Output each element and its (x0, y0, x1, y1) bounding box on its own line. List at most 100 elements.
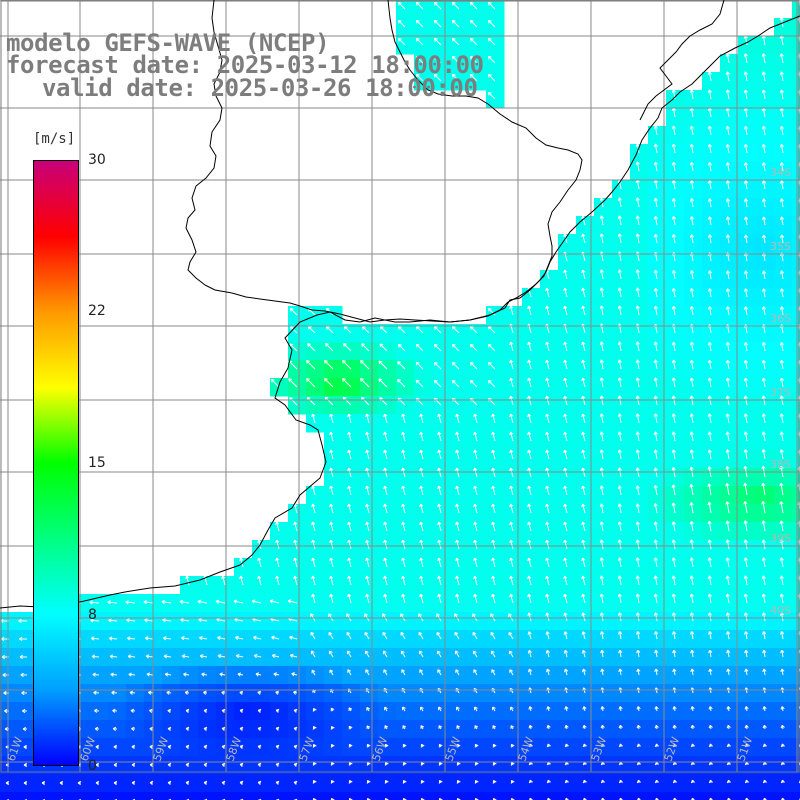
wind-arrow (671, 631, 677, 640)
wind-speed-cell (684, 612, 703, 631)
wind-speed-cell (162, 702, 181, 721)
wind-arrow (689, 270, 695, 280)
wind-speed-cell (486, 792, 505, 800)
wind-arrow (527, 341, 532, 352)
wind-speed-cell (558, 756, 577, 775)
wind-speed-cell (522, 396, 541, 415)
wind-speed-cell (666, 630, 685, 649)
wind-speed-cell (432, 720, 451, 739)
wind-arrow (491, 485, 496, 496)
wind-speed-cell (414, 504, 433, 523)
wind-arrow (342, 378, 352, 388)
wind-arrow (563, 377, 568, 388)
wind-arrow (617, 612, 623, 622)
wind-arrow (707, 413, 712, 424)
wind-speed-cell (792, 234, 800, 253)
wind-speed-cell (576, 630, 595, 649)
wind-speed-cell (630, 234, 649, 253)
wind-arrow (689, 449, 694, 460)
wind-speed-cell (756, 360, 775, 379)
wind-speed-cell (738, 36, 757, 55)
wind-arrow (617, 503, 622, 514)
wind-arrow (311, 539, 316, 550)
wind-arrow (690, 779, 696, 784)
wind-arrow (293, 557, 298, 568)
wind-speed-cell (792, 612, 800, 631)
wind-arrow (707, 483, 712, 496)
wind-speed-cell (774, 198, 793, 217)
wind-speed-cell (684, 540, 703, 559)
wind-speed-cell (18, 648, 37, 667)
wind-speed-cell (342, 540, 361, 559)
wind-speed-cell (234, 648, 253, 667)
wind-speed-cell (270, 648, 289, 667)
wind-speed-cell (342, 702, 361, 721)
wind-speed-cell (594, 666, 613, 685)
wind-arrow (671, 539, 676, 550)
wind-speed-cell (648, 198, 667, 217)
wind-arrow (131, 726, 136, 731)
wind-arrow (780, 706, 785, 712)
wind-arrow (451, 73, 460, 82)
wind-speed-cell (522, 288, 541, 307)
wind-arrow (617, 521, 622, 532)
wind-speed-cell (756, 720, 775, 739)
wind-arrow (419, 449, 424, 460)
wind-arrow (94, 726, 100, 732)
wind-arrow (581, 539, 586, 550)
wind-speed-cell (360, 414, 379, 433)
wind-arrow (487, 37, 496, 46)
wind-speed-cell (486, 504, 505, 523)
wind-speed-cell (504, 720, 523, 739)
wind-arrow (22, 726, 28, 732)
wind-arrow (257, 780, 262, 785)
wind-speed-cell (306, 792, 325, 800)
wind-speed-cell (738, 360, 757, 379)
wind-arrow (438, 706, 442, 712)
wind-speed-cell (702, 126, 721, 145)
wind-arrow (401, 539, 406, 550)
wind-speed-cell (648, 648, 667, 667)
wind-arrow (671, 234, 677, 244)
wind-arrow (328, 613, 334, 622)
wind-arrow (347, 557, 352, 568)
wind-speed-cell (180, 666, 199, 685)
wind-arrow (563, 287, 568, 298)
wind-speed-cell (540, 720, 559, 739)
wind-speed-cell (342, 648, 361, 667)
wind-speed-cell (684, 684, 703, 703)
wind-speed-cell (666, 144, 685, 163)
wind-speed-cell (288, 648, 307, 667)
wind-arrow (707, 539, 712, 550)
wind-speed-cell (378, 792, 397, 800)
wind-arrow (725, 198, 731, 208)
wind-arrow (528, 779, 533, 784)
wind-speed-cell (720, 450, 739, 469)
wind-arrow (725, 482, 730, 496)
wind-speed-cell (558, 450, 577, 469)
wind-speed-cell (504, 378, 523, 397)
wind-speed-cell (774, 630, 793, 649)
wind-speed-cell (234, 666, 253, 685)
wind-speed-cell (612, 576, 631, 595)
wind-speed-cell (666, 90, 685, 109)
wind-speed-cell (450, 702, 469, 721)
wind-speed-cell (594, 720, 613, 739)
wind-speed-cell (684, 306, 703, 325)
wind-speed-cell (522, 666, 541, 685)
wind-speed-cell (306, 612, 325, 631)
wind-arrow (761, 557, 766, 568)
wind-speed-cell (432, 684, 451, 703)
wind-arrow (402, 761, 407, 766)
wind-arrow (348, 743, 353, 748)
wind-arrow (545, 341, 550, 352)
wind-speed-cell (360, 702, 379, 721)
wind-arrow (378, 360, 388, 370)
wind-arrow (653, 179, 658, 190)
wind-speed-cell (702, 576, 721, 595)
wind-speed-cell (180, 648, 199, 667)
wind-speed-cell (414, 666, 433, 685)
wind-speed-cell (306, 414, 325, 433)
wind-speed-cell (612, 216, 631, 235)
wind-arrow (419, 413, 424, 424)
